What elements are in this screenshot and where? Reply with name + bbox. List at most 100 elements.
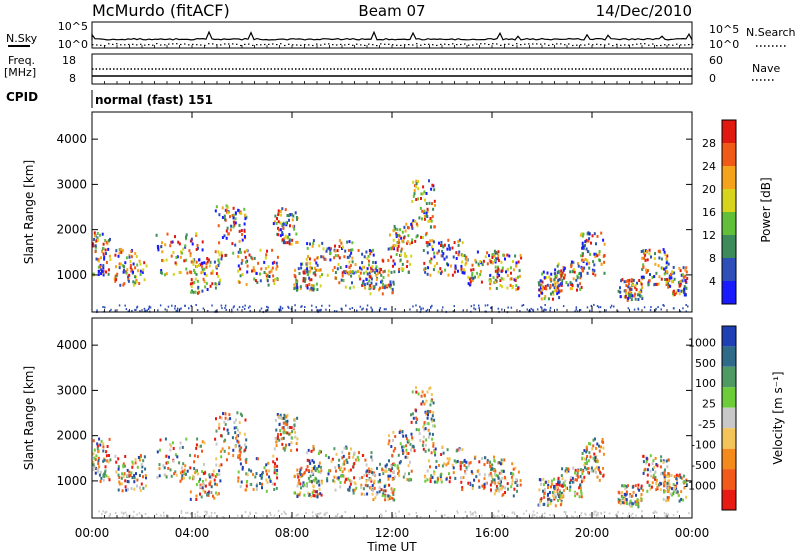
data-cell — [348, 485, 351, 489]
data-cell — [341, 470, 344, 474]
data-cell — [192, 474, 195, 478]
y-tick-label: 3000 — [56, 177, 87, 191]
data-cell — [334, 271, 337, 274]
data-cell — [205, 262, 208, 266]
data-cell — [143, 261, 146, 265]
data-cell — [333, 256, 336, 260]
data-cell — [156, 475, 159, 479]
ground-scatter-cell — [543, 516, 546, 519]
data-cell — [469, 280, 472, 284]
noise-tick-left-top: 10^5 — [58, 20, 88, 33]
data-cell — [603, 271, 606, 275]
ground-scatter-cell — [595, 510, 597, 513]
data-cell — [439, 267, 442, 271]
data-cell — [226, 428, 229, 432]
ground-scatter-cell — [210, 512, 213, 514]
colorbar-tick-label: 24 — [702, 160, 716, 173]
data-cell — [201, 248, 204, 252]
data-cell — [419, 439, 422, 442]
data-cell — [635, 493, 637, 497]
data-cell — [376, 269, 379, 273]
data-cell — [445, 463, 448, 467]
data-cell — [430, 474, 433, 478]
data-cell — [547, 483, 550, 487]
colorbar-tick-label: 500 — [695, 357, 716, 370]
n-search-point — [116, 43, 118, 45]
data-cell — [557, 278, 560, 282]
data-cell — [297, 267, 300, 271]
data-cell — [646, 468, 649, 472]
data-cell — [490, 480, 493, 484]
data-cell — [494, 469, 497, 473]
data-cell — [562, 276, 565, 280]
data-cell — [408, 440, 410, 444]
data-cell — [640, 275, 643, 279]
data-cell — [489, 463, 492, 467]
data-cell — [93, 465, 96, 469]
data-cell — [510, 271, 512, 275]
data-cell — [509, 283, 512, 287]
data-cell — [95, 454, 98, 458]
data-cell — [663, 478, 666, 482]
data-cell — [318, 461, 321, 465]
data-cell — [585, 247, 588, 251]
ground-scatter-cell — [481, 514, 483, 517]
data-cell — [207, 258, 210, 262]
data-cell — [370, 249, 373, 253]
data-cell — [378, 490, 381, 494]
ground-scatter-cell — [277, 509, 280, 512]
data-cell — [288, 443, 291, 447]
ground-scatter-cell — [270, 514, 272, 517]
ground-scatter-cell — [174, 307, 176, 310]
data-cell — [311, 467, 314, 470]
data-cell — [430, 187, 433, 191]
colorbar-tick-label: -100 — [691, 439, 716, 452]
ground-scatter-cell — [430, 306, 432, 309]
data-cell — [201, 449, 203, 453]
data-cell — [549, 502, 552, 506]
ground-scatter-cell — [202, 307, 205, 310]
data-cell — [172, 447, 175, 450]
data-cell — [102, 459, 105, 463]
data-cell — [161, 241, 163, 245]
data-cell — [316, 263, 319, 267]
ground-scatter-cell — [269, 511, 271, 514]
data-cell — [598, 444, 600, 448]
data-cell — [542, 270, 545, 274]
data-cell — [387, 247, 390, 251]
data-cell — [303, 471, 306, 475]
data-cell — [241, 238, 244, 242]
data-cell — [106, 445, 109, 448]
data-cell — [379, 286, 381, 290]
data-cell — [410, 420, 413, 424]
data-cell — [653, 275, 656, 278]
data-cell — [458, 250, 461, 254]
data-cell — [346, 240, 349, 244]
data-cell — [554, 272, 557, 276]
data-cell — [546, 493, 549, 497]
data-cell — [202, 471, 205, 475]
data-cell — [212, 469, 215, 473]
n-search-point — [608, 43, 610, 45]
data-cell — [326, 247, 329, 251]
data-cell — [489, 460, 492, 464]
data-cell — [300, 466, 303, 470]
data-cell — [400, 267, 403, 271]
data-cell — [278, 228, 281, 232]
data-cell — [379, 480, 382, 484]
data-cell — [159, 438, 162, 442]
data-cell — [580, 477, 583, 481]
ground-scatter-cell — [663, 512, 666, 515]
data-cell — [195, 232, 198, 236]
data-cell — [589, 442, 592, 446]
ground-scatter-cell — [617, 511, 619, 513]
data-cell — [473, 478, 476, 482]
data-cell — [361, 454, 364, 457]
data-cell — [679, 269, 682, 273]
data-cell — [375, 278, 378, 282]
data-cell — [104, 465, 107, 469]
data-cell — [665, 257, 668, 261]
data-cell — [266, 472, 268, 476]
